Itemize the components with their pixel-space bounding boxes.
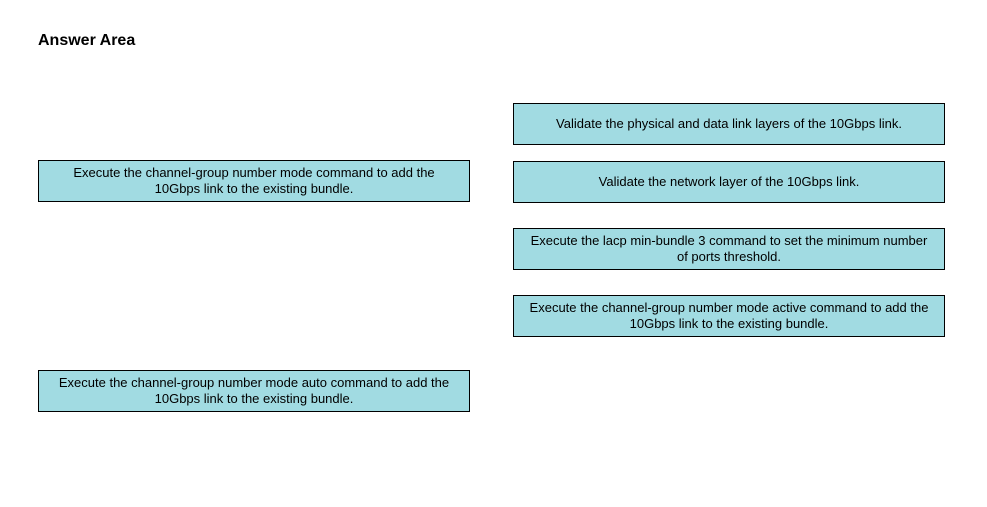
answer-box-right-2[interactable]: Validate the network layer of the 10Gbps… xyxy=(513,161,945,203)
answer-box-left-2[interactable]: Execute the channel-group number mode au… xyxy=(38,370,470,412)
answer-box-left-1[interactable]: Execute the channel-group number mode co… xyxy=(38,160,470,202)
page-title: Answer Area xyxy=(38,32,135,50)
answer-box-right-4[interactable]: Execute the channel-group number mode ac… xyxy=(513,295,945,337)
answer-box-right-1[interactable]: Validate the physical and data link laye… xyxy=(513,103,945,145)
answer-box-right-3[interactable]: Execute the lacp min-bundle 3 command to… xyxy=(513,228,945,270)
